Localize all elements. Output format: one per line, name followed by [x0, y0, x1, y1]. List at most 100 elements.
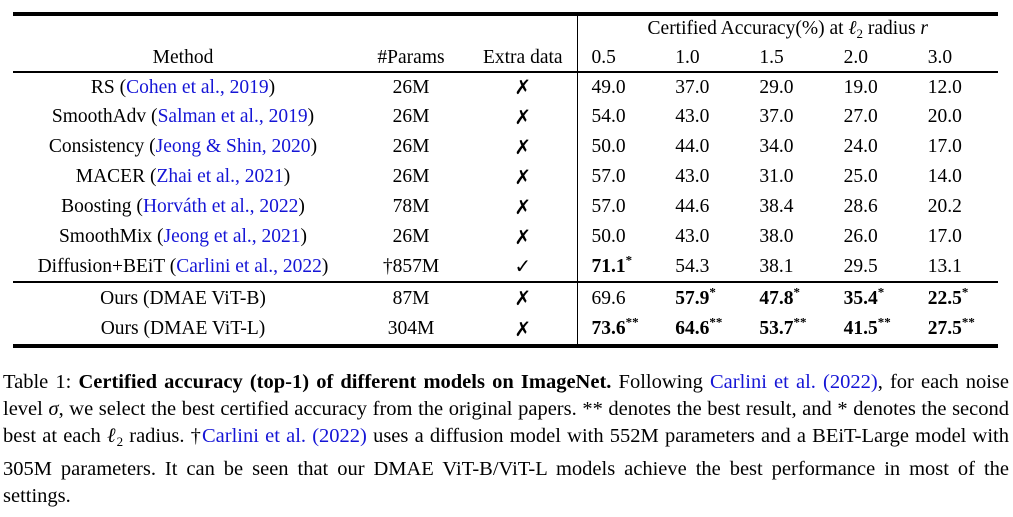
accuracy-value: 20.0 — [927, 106, 962, 127]
table-row: Ours (DMAE ViT-B) 87M ✗ 69.6 57.9* 47.8* 35.4*… — [13, 281, 999, 314]
params-cell: 26M — [392, 106, 430, 127]
citation-link[interactable]: Carlini et al. (2022) — [202, 424, 367, 447]
accuracy-cell: 54.3 — [661, 252, 745, 282]
accuracy-value: 17.0 — [927, 226, 962, 247]
accuracy-cell: 19.0 — [830, 72, 914, 102]
citation-link[interactable]: Zhai et al., 2021 — [156, 166, 284, 187]
accuracy-value: 57.9 — [675, 287, 710, 309]
accuracy-value: 73.6 — [591, 318, 626, 339]
text-segment: σ — [48, 397, 59, 420]
citation-link[interactable]: Carlini et al. (2022) — [709, 371, 878, 393]
method-cell: SmoothAdv (Salman et al., 2019) — [13, 102, 353, 132]
accuracy-value: 28.6 — [843, 196, 878, 217]
method-name: ) — [298, 196, 305, 217]
method-name: Consistency ( — [48, 136, 156, 157]
accuracy-value: 37.0 — [759, 106, 794, 127]
accuracy-cell: 71.1* — [576, 252, 662, 282]
accuracy-value: 29.0 — [759, 76, 794, 98]
method-name: SmoothAdv ( — [51, 106, 158, 127]
accuracy-cell: 69.6 — [576, 281, 662, 314]
accuracy-cell: 54.0 — [576, 102, 662, 132]
accuracy-cell: 29.0 — [745, 72, 829, 102]
params-cell: 78M — [392, 196, 430, 217]
method-cell: Ours (DMAE ViT-B) — [13, 281, 353, 314]
col-header-extra-data: Extra data — [469, 44, 578, 73]
accuracy-cell: 50.0 — [576, 222, 662, 252]
accuracy-value: 53.7 — [759, 318, 794, 339]
col-header-radius-15: 1.5 — [745, 44, 830, 73]
accuracy-cell: 13.1 — [914, 252, 998, 282]
accuracy-value: 31.0 — [759, 166, 794, 187]
text-segment: r — [920, 18, 929, 39]
accuracy-cell: 24.0 — [830, 132, 914, 162]
method-name: Boosting ( — [61, 196, 143, 217]
rank-marker: ** — [961, 314, 975, 330]
accuracy-cell: 22.5* — [913, 281, 999, 314]
extra-data-cell: ✓ — [469, 252, 577, 282]
accuracy-value: 47.8 — [759, 287, 794, 309]
accuracy-cell: 27.5** — [914, 314, 998, 346]
cross-icon: ✗ — [514, 224, 532, 249]
accuracy-cell: 44.6 — [661, 192, 745, 222]
citation-link[interactable]: Salman et al., 2019 — [157, 106, 308, 127]
rank-marker: * — [877, 284, 885, 299]
citation-link[interactable]: Jeong et al., 2021 — [163, 226, 301, 247]
text-segment: 2 — [856, 26, 864, 41]
cross-icon: ✗ — [514, 104, 532, 129]
extra-data-cell: ✗ — [469, 281, 578, 314]
accuracy-value: 43.0 — [675, 166, 710, 187]
header-spacer — [13, 14, 577, 44]
table-row: Diffusion+BEiT (Carlini et al., 2022) †85… — [13, 252, 998, 282]
accuracy-value: 50.0 — [591, 226, 626, 247]
accuracy-cell: 25.0 — [830, 162, 914, 192]
accuracy-value: 37.0 — [675, 76, 710, 98]
citation-link[interactable]: Carlini et al., 2022 — [176, 255, 322, 277]
accuracy-cell: 57.9* — [661, 281, 746, 314]
table-body: RS (Cohen et al., 2019) 26M ✗ 49.0 37.0 29.0 1… — [13, 72, 999, 346]
method-name: SmoothMix ( — [58, 226, 164, 247]
accuracy-cell: 34.0 — [745, 132, 829, 162]
accuracy-cell: 26.0 — [830, 222, 914, 252]
accuracy-cell: 47.8* — [745, 281, 830, 314]
params-cell: 26M — [392, 226, 430, 247]
accuracy-cell: 17.0 — [914, 132, 998, 162]
citation-link[interactable]: Horváth et al., 2022 — [142, 196, 299, 217]
extra-data-cell: ✗ — [469, 72, 577, 102]
accuracy-cell: 20.2 — [914, 192, 998, 222]
accuracy-value: 50.0 — [591, 136, 626, 157]
citation-link[interactable]: Jeong & Shin, 2020 — [155, 136, 311, 157]
accuracy-value: 13.1 — [927, 255, 962, 277]
rank-marker: * — [793, 284, 801, 299]
cross-icon: ✗ — [514, 316, 532, 341]
accuracy-value: 41.5 — [843, 318, 878, 339]
accuracy-value: 54.3 — [675, 255, 710, 277]
table-row: Boosting (Horváth et al., 2022) 78M ✗ 57.0 4… — [13, 192, 998, 222]
check-icon: ✓ — [514, 254, 532, 278]
accuracy-cell: 38.4 — [745, 192, 829, 222]
accuracy-cell: 31.0 — [745, 162, 829, 192]
extra-data-cell: ✗ — [469, 222, 577, 252]
header-row: Method #Params Extra data 0.5 1.0 1.5 2.… — [13, 44, 999, 73]
method-name: ) — [321, 255, 329, 277]
col-header-radius-20: 2.0 — [829, 44, 914, 73]
method-cell: RS (Cohen et al., 2019) — [13, 72, 353, 102]
cross-icon: ✗ — [514, 194, 532, 219]
citation-link[interactable]: Cohen et al., 2019 — [126, 76, 269, 98]
text-segment: Certified Accuracy(%) at — [647, 18, 849, 39]
header-group-row: Certified Accuracy(%) at ℓ2 radius r — [13, 14, 999, 44]
accuracy-cell: 43.0 — [661, 102, 745, 132]
accuracy-value: 22.5 — [927, 287, 962, 309]
accuracy-cell: 38.1 — [745, 252, 829, 282]
method-name: Ours (DMAE ViT-L) — [100, 318, 266, 339]
accuracy-cell: 44.0 — [661, 132, 745, 162]
accuracy-cell: 41.5** — [830, 314, 914, 346]
accuracy-cell: 28.6 — [830, 192, 914, 222]
cross-icon: ✗ — [514, 286, 532, 310]
params-cell: 26M — [392, 76, 430, 98]
cross-icon: ✗ — [514, 134, 532, 159]
accuracy-value: 38.0 — [759, 226, 794, 247]
table-row: SmoothAdv (Salman et al., 2019) 26M ✗ 54.0 4… — [13, 102, 998, 132]
accuracy-value: 43.0 — [675, 106, 710, 127]
accuracy-cell: 43.0 — [661, 162, 745, 192]
